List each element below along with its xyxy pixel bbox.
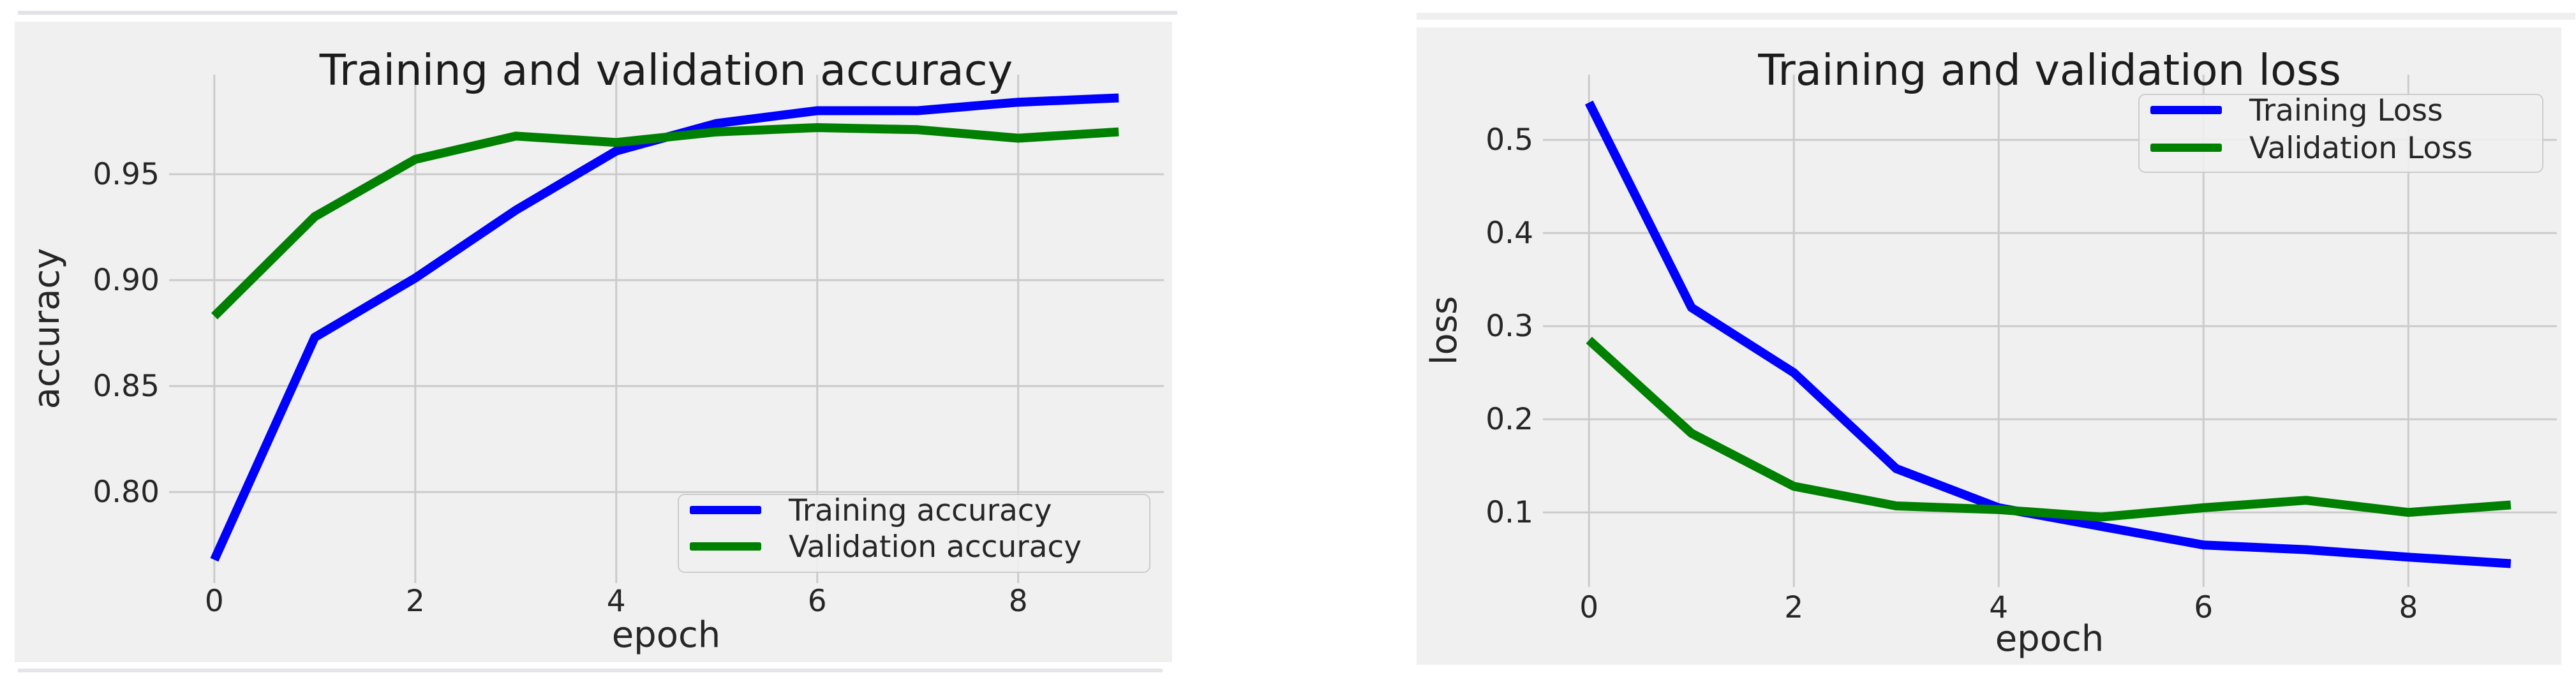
y-tick-label: 0.5	[1485, 122, 1533, 158]
legend-label-training-accuracy: Training accuracy	[788, 493, 1052, 528]
x-tick-label: 2	[1784, 590, 1803, 625]
y-tick-label: 0.95	[93, 157, 160, 192]
legend-swatch-training-loss	[2150, 106, 2222, 114]
y-tick-label: 0.4	[1485, 216, 1533, 251]
validation-loss-line	[1586, 336, 2512, 522]
y-tick-label: 0.2	[1485, 402, 1533, 437]
x-tick-label: 8	[1009, 584, 1028, 619]
x-tick-label: 4	[607, 584, 626, 619]
y-tick-label: 0.85	[93, 369, 160, 404]
page-divider-strip	[18, 11, 1177, 15]
x-tick-label: 0	[205, 584, 224, 619]
loss-legend-box	[2138, 94, 2543, 173]
legend-swatch-training-accuracy	[690, 506, 761, 514]
x-tick-label: 6	[2194, 590, 2213, 625]
validation-accuracy-line	[211, 123, 1119, 320]
y-tick-label: 0.1	[1485, 495, 1533, 530]
accuracy-y-axis-label: accuracy	[26, 248, 68, 410]
page-divider-strip	[1417, 13, 2575, 20]
accuracy-legend-box	[678, 494, 1150, 573]
loss-x-axis-label: epoch	[1995, 618, 2104, 660]
x-tick-label: 8	[2399, 590, 2418, 625]
page-divider-strip	[18, 669, 1163, 672]
legend-label-training-loss: Training Loss	[2249, 93, 2443, 128]
loss-y-axis-label: loss	[1424, 296, 1465, 365]
x-tick-label: 2	[406, 584, 425, 619]
accuracy-chart-title: Training and validation accuracy	[319, 45, 1013, 95]
accuracy-x-axis-label: epoch	[612, 614, 721, 656]
y-tick-label: 0.3	[1485, 309, 1533, 344]
x-tick-label: 0	[1579, 590, 1598, 625]
loss-chart-title: Training and validation loss	[1757, 45, 2341, 95]
legend-label-validation-accuracy: Validation accuracy	[789, 530, 1082, 565]
x-tick-label: 6	[808, 584, 827, 619]
y-tick-label: 0.90	[93, 263, 160, 298]
x-tick-label: 4	[1989, 590, 2008, 625]
legend-swatch-validation-accuracy	[690, 542, 761, 551]
legend-label-validation-loss: Validation Loss	[2249, 131, 2473, 166]
legend-swatch-validation-loss	[2150, 144, 2222, 152]
y-tick-label: 0.80	[93, 475, 160, 510]
